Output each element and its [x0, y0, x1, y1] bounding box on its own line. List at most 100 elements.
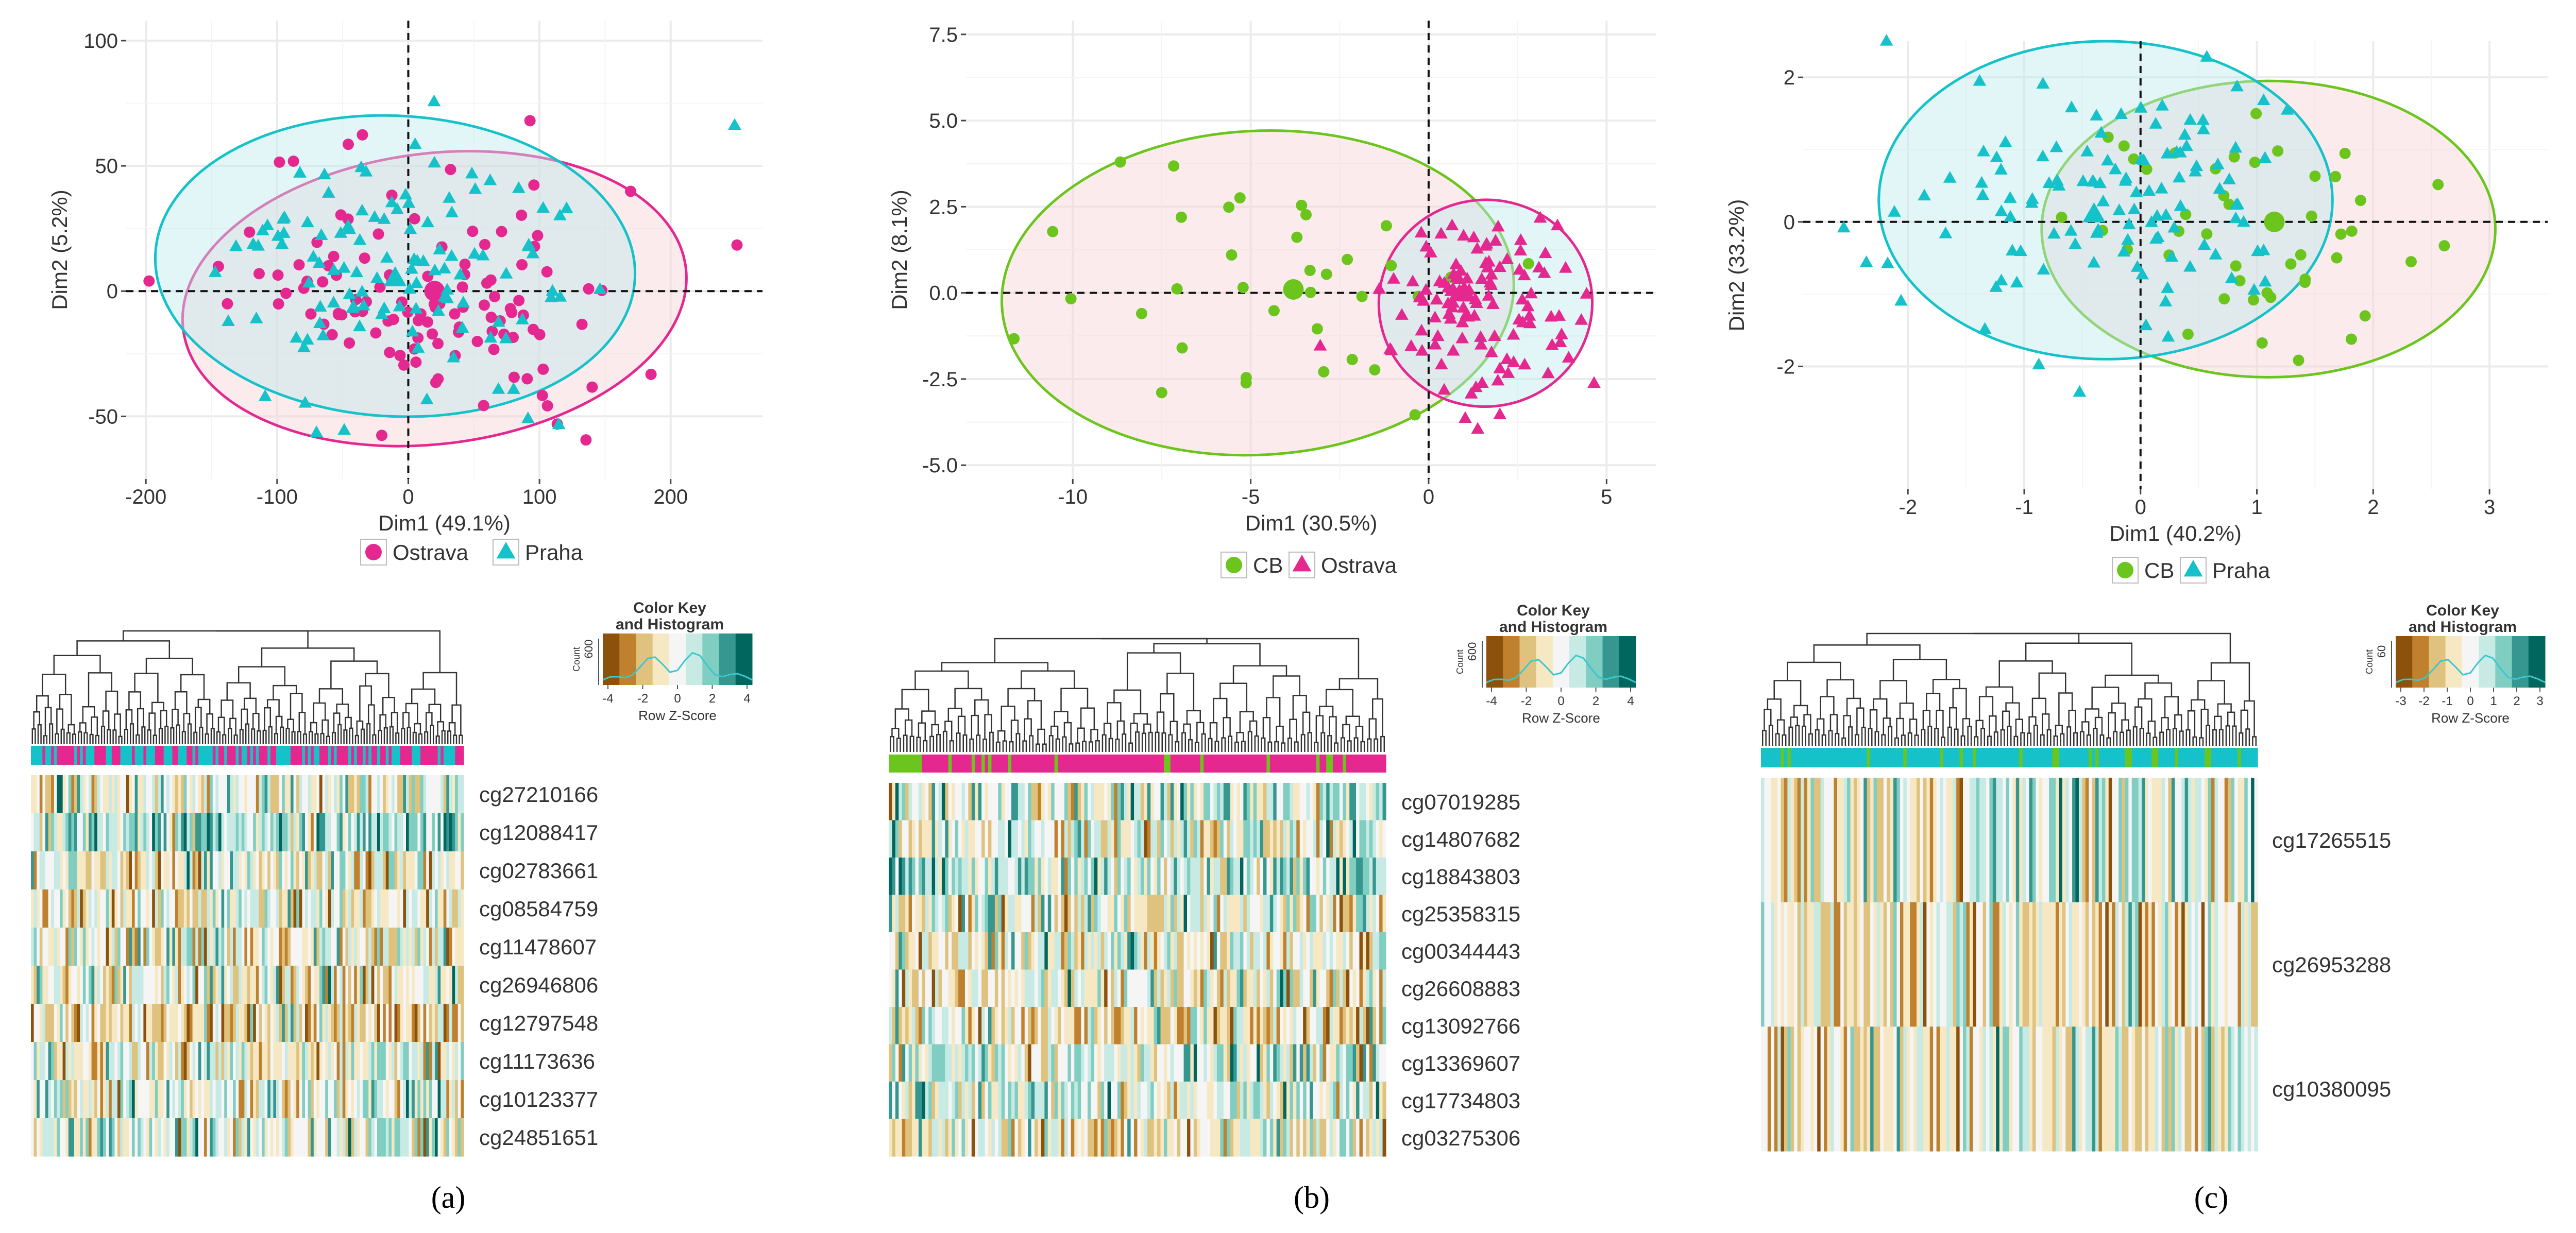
- heatmap-cell: [918, 1119, 922, 1157]
- point-ostrava: [359, 252, 370, 264]
- heatmap-cell: [284, 1080, 288, 1119]
- heatmap-cell: [363, 813, 366, 852]
- heatmap-cell: [1296, 858, 1300, 896]
- heatmap-cell: [284, 1118, 288, 1157]
- column-group-cell: [955, 755, 959, 773]
- heatmap-cell: [1290, 1044, 1294, 1082]
- dendrogram-branch: [1803, 714, 1811, 734]
- heatmap-cell: [899, 969, 903, 1007]
- heatmap-cell: [1041, 858, 1045, 896]
- heatmap-cell: [37, 851, 40, 890]
- heatmap-cell: [1356, 820, 1360, 858]
- heatmap-cell: [1853, 1026, 1857, 1152]
- heatmap-cell: [1257, 1044, 1261, 1082]
- heatmap-cell: [1190, 895, 1194, 933]
- point-praha: [2258, 275, 2272, 287]
- point-praha: [314, 228, 328, 240]
- heatmap-cell: [106, 851, 109, 890]
- column-group-cell: [299, 746, 302, 765]
- heatmap-cell: [1031, 1044, 1035, 1082]
- heatmap-cell: [420, 966, 424, 1004]
- heatmap-cell: [172, 889, 176, 928]
- heatmap-cell: [82, 813, 86, 852]
- heatmap-cell: [2188, 778, 2192, 903]
- heatmap-cell: [941, 1007, 945, 1045]
- heatmap-cell: [51, 966, 55, 1004]
- heatmap-cell: [412, 1004, 415, 1042]
- heatmap-cell: [1134, 1082, 1138, 1120]
- heatmap-cell: [1236, 895, 1241, 933]
- heatmap-cell: [892, 895, 896, 933]
- heatmap-cell: [279, 775, 282, 814]
- column-group-cell: [964, 755, 969, 773]
- point-praha: [1977, 144, 1990, 157]
- column-group-cell: [1896, 748, 1901, 767]
- heatmap-cell: [276, 775, 280, 814]
- heatmap-cell: [296, 1004, 300, 1042]
- column-group-cell: [1124, 755, 1128, 773]
- heatmap-cell: [1359, 1007, 1363, 1045]
- heatmap-cell: [1352, 1119, 1357, 1157]
- heatmap-cell: [1250, 820, 1254, 858]
- x-tick-label: -5: [1242, 486, 1260, 508]
- column-group-cell: [1227, 755, 1231, 773]
- heatmap-cell: [902, 858, 906, 896]
- heatmap-cell: [368, 851, 372, 890]
- heatmap-cell: [175, 966, 179, 1004]
- heatmap-cell: [253, 851, 257, 890]
- heatmap-cell: [1071, 969, 1075, 1007]
- heatmap-cell: [1293, 1044, 1297, 1082]
- heatmap-cell: [1210, 1082, 1214, 1120]
- heatmap-cell: [1197, 932, 1201, 970]
- heatmap-cell: [1163, 1007, 1167, 1045]
- heatmap-cell: [201, 1004, 205, 1042]
- heatmap-cell: [284, 1004, 288, 1042]
- heatmap-cell: [2198, 778, 2202, 903]
- heatmap-cell: [1064, 1119, 1068, 1157]
- heatmap-cell: [1257, 969, 1261, 1007]
- heatmap-cell: [935, 1082, 939, 1120]
- dendrogram-branch: [60, 728, 65, 744]
- heatmap-cell: [1154, 932, 1158, 970]
- heatmap-cell: [1820, 778, 1824, 903]
- heatmap-cell: [1018, 969, 1022, 1007]
- point-praha: [222, 314, 235, 327]
- column-group-cell: [2065, 748, 2070, 767]
- point-cb: [1296, 199, 1308, 211]
- heatmap-cell: [935, 783, 939, 821]
- dendrogram-branch: [921, 710, 936, 725]
- heatmap-cell: [215, 966, 219, 1004]
- heatmap-cell: [60, 928, 63, 966]
- heatmap-cell: [437, 851, 441, 890]
- point-cb: [2141, 163, 2153, 175]
- heatmap-cell: [1293, 969, 1297, 1007]
- point-ostrava: [536, 389, 548, 401]
- heatmap-cell: [340, 851, 343, 890]
- dendrogram-branch: [343, 729, 348, 744]
- heatmap-cell: [1797, 1026, 1801, 1152]
- dendrogram-branch: [33, 711, 41, 729]
- column-group-cell: [1147, 755, 1151, 773]
- heatmap-cell: [1144, 858, 1148, 896]
- heatmap-cell: [212, 1080, 216, 1119]
- heatmap-cell: [383, 889, 386, 928]
- heatmap-cell: [383, 1118, 386, 1157]
- heatmap-cell: [365, 1118, 369, 1157]
- column-dendrogram: [889, 638, 1385, 752]
- heatmap-cell: [1054, 858, 1058, 896]
- heatmap-cell: [1031, 1082, 1035, 1120]
- column-group-cell: [423, 746, 427, 765]
- heatmap-cell: [259, 851, 262, 890]
- legend-label-cb: CB: [1253, 553, 1283, 577]
- column-group-cell: [331, 746, 334, 765]
- heatmap-cell: [1817, 778, 1821, 903]
- heatmap-cell: [187, 1004, 190, 1042]
- heatmap-cell: [166, 851, 170, 890]
- heatmap-cell: [414, 1042, 418, 1081]
- heatmap-cell: [925, 969, 929, 1007]
- heatmap-cell: [1303, 1119, 1307, 1157]
- heatmap-cell: [952, 895, 956, 933]
- heatmap-cell: [958, 969, 962, 1007]
- heatmap-cell: [1117, 1082, 1121, 1120]
- column-group-cell: [392, 746, 395, 765]
